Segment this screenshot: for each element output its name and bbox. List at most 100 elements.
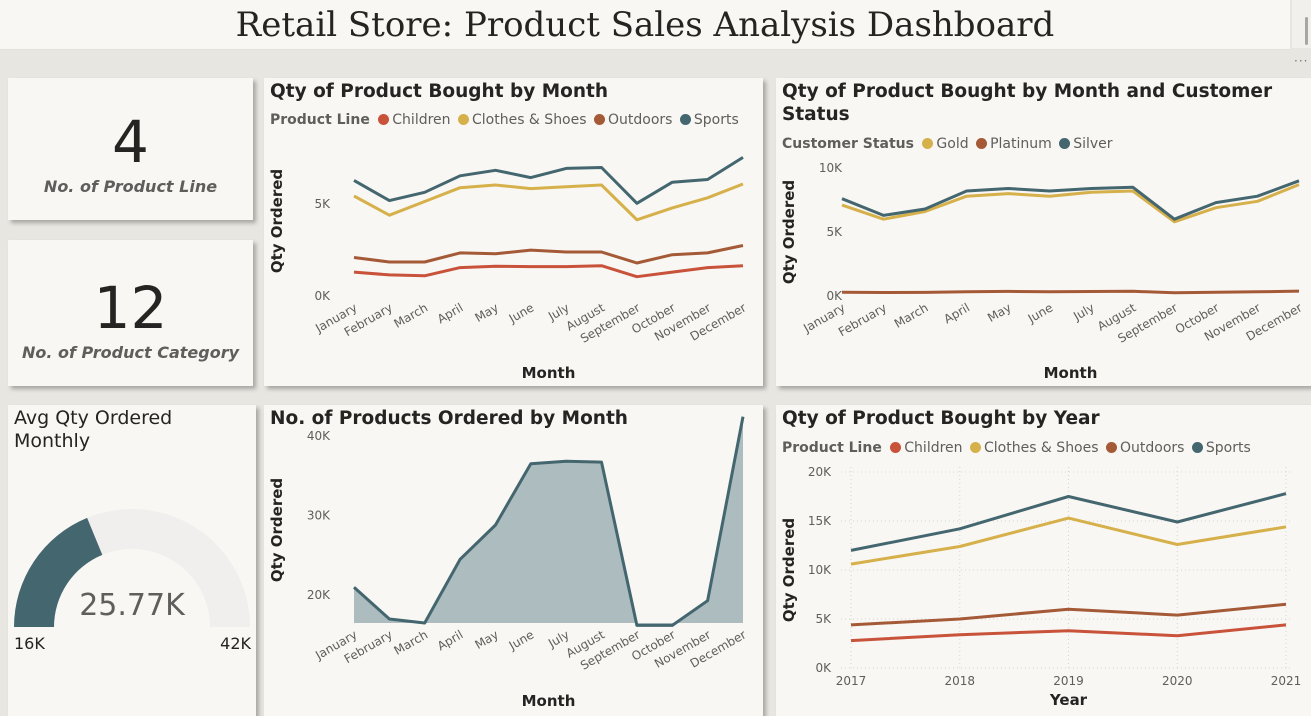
line-chart-by-year: 0K 5K 10K 15K 20K 2017 2018 2019 2020 2021 Year Qty… (780, 465, 1302, 709)
area-fill (354, 416, 743, 626)
x-axis-title: Month (522, 364, 576, 382)
x-tick-label: May (472, 300, 500, 325)
x-tick-label: June (1025, 300, 1056, 326)
y-tick-label: 40K (307, 429, 331, 443)
x-tick-label: July (1070, 300, 1097, 323)
x-tick-label: April (435, 627, 466, 653)
x-tick-label: May (472, 627, 500, 652)
legend-item-children[interactable]: Children (890, 440, 963, 456)
legend-title: Product Line (270, 112, 370, 128)
x-tick-label: April (435, 300, 466, 326)
legend-item-gold[interactable]: Gold (922, 136, 969, 152)
series-line-platinum (841, 289, 1300, 295)
y-tick-label: 10K (808, 563, 832, 577)
x-tick-label: 2018 (944, 674, 975, 688)
series-line-sports (353, 156, 744, 205)
y-axis-title: Qty Ordered (780, 518, 798, 622)
chart-title: Qty of Product Bought by Month (270, 81, 609, 102)
gauge-value-label: 25.77K (79, 588, 186, 623)
kpi-label: No. of Product Category (21, 343, 240, 362)
kpi-label: No. of Product Line (43, 177, 218, 196)
chart-title: No. of Products Ordered by Month (270, 408, 628, 429)
y-tick-label: 5K (314, 197, 331, 211)
legend-title: Customer Status (782, 136, 914, 152)
x-tick-label: April (941, 300, 972, 326)
y-axis-title: Qty Ordered (268, 478, 286, 582)
gauge-title: Avg Qty Ordered Monthly (14, 407, 173, 452)
chart-title: Qty of Product Bought by Month and Custo… (782, 81, 1273, 125)
chart-legend: Product Line Children Clothes & Shoes Ou… (270, 112, 742, 128)
y-axis-title: Qty Ordered (268, 169, 286, 273)
legend-item-silver[interactable]: Silver (1059, 136, 1113, 152)
dashboard-title: Retail Store: Product Sales Analysis Das… (235, 5, 1055, 45)
x-axis-title: Month (522, 692, 576, 710)
legend-item-clothes-shoes[interactable]: Clothes & Shoes (457, 112, 587, 128)
x-tick-label: March (392, 627, 431, 657)
y-tick-label: 0K (826, 289, 843, 303)
legend-item-outdoors[interactable]: Outdoors (594, 112, 672, 128)
gauge-chart: 25.77K 16K 42K (14, 509, 252, 653)
more-options-icon[interactable]: ··· (1294, 54, 1309, 68)
gauge-max-label: 42K (220, 634, 251, 653)
gauge-fill (14, 517, 103, 627)
x-axis-title: Month (1044, 364, 1098, 382)
legend-item-platinum[interactable]: Platinum (976, 136, 1052, 152)
series-line-clothes-shoes (850, 516, 1287, 566)
kpi-card-product-category: 12 No. of Product Category (8, 240, 253, 386)
chart-card-by-month: Qty of Product Bought by Month Product L… (264, 78, 763, 386)
legend-item-outdoors[interactable]: Outdoors (1106, 440, 1184, 456)
y-tick-label: 0K (815, 661, 832, 675)
chart-legend: Product Line Children Clothes & Shoes Ou… (782, 440, 1254, 456)
y-tick-label: 5K (826, 225, 843, 239)
gauge-min-label: 16K (14, 634, 45, 653)
x-tick-label: 2017 (836, 674, 867, 688)
x-axis-title: Year (1049, 691, 1088, 709)
series-line-children (850, 623, 1287, 643)
series-line-gold (841, 183, 1300, 224)
series-line-outdoors (353, 244, 744, 265)
y-tick-label: 10K (819, 161, 843, 175)
legend-title: Product Line (782, 440, 882, 456)
chart-legend: Customer Status Gold Platinum Silver (782, 136, 1116, 152)
gauge-card: Avg Qty Ordered Monthly 25.77K 16K 42K (8, 405, 256, 716)
legend-item-clothes-shoes[interactable]: Clothes & Shoes (969, 440, 1099, 456)
x-tick-label: February (836, 300, 889, 339)
dashboard-header: Retail Store: Product Sales Analysis Das… (0, 0, 1290, 50)
y-tick-label: 0K (314, 289, 331, 303)
x-tick-label: June (506, 627, 537, 653)
area-line (352, 416, 745, 627)
y-tick-label: 30K (307, 508, 331, 522)
x-tick-label: 2020 (1162, 674, 1193, 688)
y-tick-label: 15K (808, 514, 832, 528)
x-tick-label: June (506, 300, 537, 326)
x-tick-label: 2019 (1053, 674, 1084, 688)
legend-item-sports[interactable]: Sports (679, 112, 739, 128)
y-tick-label: 20K (307, 588, 331, 602)
vertical-scrollbar[interactable] (1292, 0, 1311, 48)
kpi-card-product-line: 4 No. of Product Line (8, 78, 253, 220)
legend-item-sports[interactable]: Sports (1191, 440, 1251, 456)
scrollbar-thumb[interactable] (1305, 17, 1308, 45)
x-tick-label: March (392, 300, 431, 330)
series-line-outdoors (850, 602, 1287, 627)
y-tick-label: 5K (815, 612, 832, 626)
chart-card-products-by-month: No. of Products Ordered by Month 20K 30K 4… (264, 405, 763, 716)
series-line-children (353, 264, 744, 279)
x-tick-label: May (985, 300, 1013, 325)
kpi-value: 12 (93, 274, 168, 342)
x-tick-label: 2021 (1271, 674, 1302, 688)
y-tick-label: 20K (808, 465, 832, 479)
series-line-silver (841, 179, 1300, 221)
y-axis-title: Qty Ordered (780, 180, 798, 284)
kpi-value: 4 (112, 108, 149, 176)
legend-item-children[interactable]: Children (378, 112, 451, 128)
chart-card-by-year: Qty of Product Bought by Year Product Li… (776, 405, 1311, 716)
series-line-clothes-shoes (353, 182, 744, 222)
x-tick-label: March (892, 300, 931, 330)
chart-card-by-month-status: Qty of Product Bought by Month and Custo… (776, 78, 1311, 386)
series-line-sports (850, 492, 1287, 552)
chart-title: Qty of Product Bought by Year (782, 408, 1100, 429)
